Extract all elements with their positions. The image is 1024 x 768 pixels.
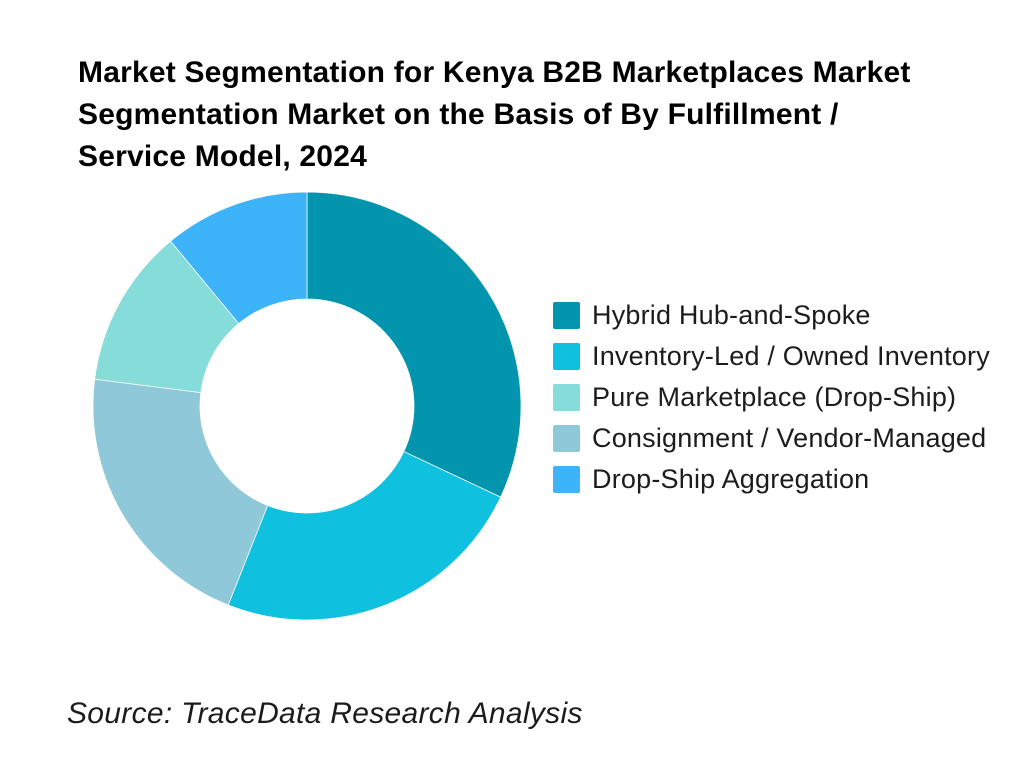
source-note: Source: TraceData Research Analysis bbox=[67, 697, 583, 730]
chart-title-line-2: Segmentation Market on the Basis of By F… bbox=[78, 98, 839, 131]
chart-title-line-3: Service Model, 2024 bbox=[78, 140, 367, 173]
legend-item-consignment-vendor-managed: Consignment / Vendor-Managed bbox=[553, 423, 990, 453]
legend-color-swatch-icon bbox=[553, 466, 580, 493]
donut-slice bbox=[227, 451, 502, 621]
chart-title-line-1: Market Segmentation for Kenya B2B Market… bbox=[78, 56, 911, 89]
legend-label: Consignment / Vendor-Managed bbox=[592, 423, 987, 453]
donut-slice bbox=[92, 378, 269, 606]
legend-color-swatch-icon bbox=[553, 302, 580, 329]
legend-label: Drop-Ship Aggregation bbox=[592, 464, 870, 494]
legend-color-swatch-icon bbox=[553, 425, 580, 452]
legend-item-inventory-led-owned-inventory: Inventory-Led / Owned Inventory bbox=[553, 341, 990, 371]
donut-slice bbox=[306, 191, 522, 498]
legend-label: Pure Marketplace (Drop-Ship) bbox=[592, 382, 957, 412]
legend-label: Inventory-Led / Owned Inventory bbox=[592, 341, 990, 371]
legend-color-swatch-icon bbox=[553, 343, 580, 370]
legend-color-swatch-icon bbox=[553, 384, 580, 411]
legend-item-pure-marketplace-drop-ship: Pure Marketplace (Drop-Ship) bbox=[553, 382, 990, 412]
donut-slice bbox=[170, 191, 308, 325]
chart-title: Market Segmentation for Kenya B2B Market… bbox=[78, 52, 958, 178]
legend-item-hybrid-hub-and-spoke: Hybrid Hub-and-Spoke bbox=[553, 300, 990, 330]
donut-chart bbox=[87, 186, 527, 626]
chart-legend: Hybrid Hub-and-Spoke Inventory-Led / Own… bbox=[553, 300, 990, 507]
legend-item-drop-ship-aggregation: Drop-Ship Aggregation bbox=[553, 464, 990, 494]
legend-label: Hybrid Hub-and-Spoke bbox=[592, 300, 871, 330]
